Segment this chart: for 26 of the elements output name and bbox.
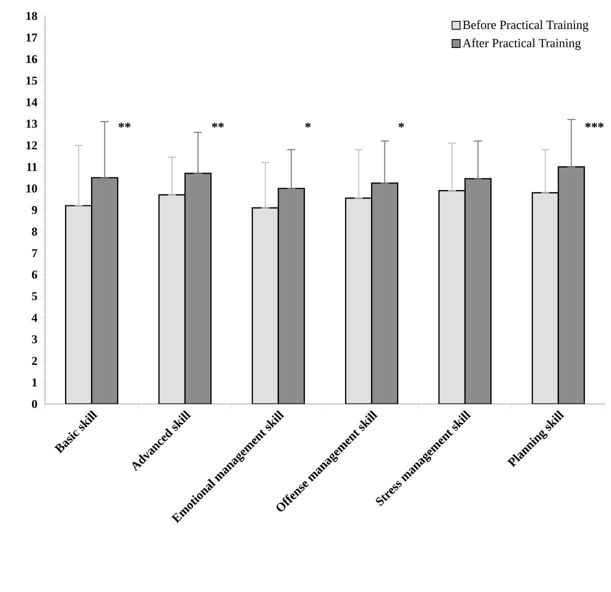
y-tick-label: 5 xyxy=(32,292,38,300)
annotation: * xyxy=(398,122,404,128)
annotation: * xyxy=(305,122,311,128)
y-tick-label: 0 xyxy=(32,400,38,408)
y-tick-label: 2 xyxy=(32,356,37,365)
y-tick-label: 10 xyxy=(26,184,38,192)
y-tick-label: 7 xyxy=(32,249,38,258)
y-tick-label: 3 xyxy=(32,335,38,344)
y-tick-label: 1 xyxy=(32,378,37,386)
annotation: ** xyxy=(212,122,224,128)
y-tick-label: 16 xyxy=(26,55,38,64)
y-tick-label: 18 xyxy=(26,12,38,20)
y-tick-label: 12 xyxy=(26,141,37,150)
y-tick-label: 4 xyxy=(32,314,38,322)
y-tick-label: 6 xyxy=(32,270,38,279)
y-tick-label: 8 xyxy=(32,228,38,236)
y-tick-label: 9 xyxy=(32,206,38,214)
y-tick-label: 17 xyxy=(26,34,38,42)
annotation: ** xyxy=(118,122,130,128)
annotation: *** xyxy=(585,122,604,128)
y-tick-label: 13 xyxy=(26,120,38,128)
legend-label: After Practical Training xyxy=(462,38,581,50)
y-tick-label: 14 xyxy=(26,98,38,106)
y-tick-label: 15 xyxy=(26,76,38,85)
legend-label: Before Practical Training xyxy=(462,20,588,32)
y-tick-label: 11 xyxy=(27,162,37,171)
